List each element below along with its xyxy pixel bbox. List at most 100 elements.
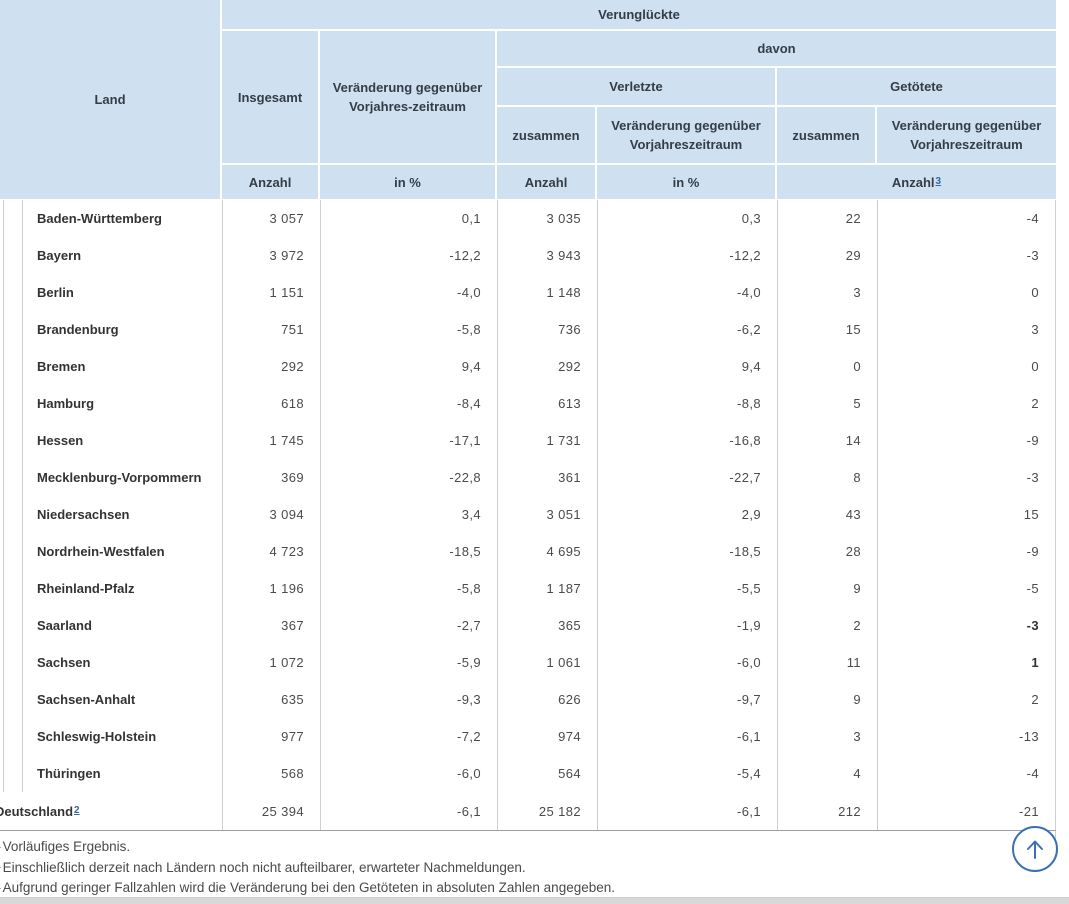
cell-land: Hamburg bbox=[37, 396, 95, 411]
cell-getoetete-veraenderung: -9 bbox=[877, 422, 1056, 459]
cell-getoetete-zusammen: 2 bbox=[777, 607, 877, 644]
cell-insgesamt: 751 bbox=[222, 311, 320, 348]
cell-getoetete-zusammen: 3 bbox=[777, 274, 877, 311]
cell-verletzte-zusammen: 4 695 bbox=[497, 533, 597, 570]
cell-insgesamt: 568 bbox=[222, 755, 320, 792]
unit-header-anzahl-verletzte: Anzahl bbox=[497, 165, 595, 199]
cell-verletzte-zusammen: 1 187 bbox=[497, 570, 597, 607]
cell-land: Sachsen-Anhalt bbox=[37, 692, 136, 707]
bottom-band bbox=[0, 897, 1069, 904]
cell-veraenderung-insgesamt-total: -6,1 bbox=[320, 792, 497, 830]
cell-verletzte-veraenderung: -9,7 bbox=[597, 681, 777, 718]
cell-verletzte-zusammen: 564 bbox=[497, 755, 597, 792]
cell-verletzte-veraenderung: -5,4 bbox=[597, 755, 777, 792]
cell-land: Niedersachsen bbox=[37, 507, 130, 522]
cell-getoetete-veraenderung: -3 bbox=[877, 459, 1056, 496]
cell-land: Hessen bbox=[37, 433, 84, 448]
cell-land: Bayern bbox=[37, 248, 82, 263]
cell-getoetete-zusammen: 5 bbox=[777, 385, 877, 422]
cell-getoetete-veraenderung-total: -21 bbox=[877, 792, 1056, 830]
cell-verletzte-zusammen: 613 bbox=[497, 385, 597, 422]
cell-getoetete-veraenderung: 1 bbox=[877, 644, 1056, 681]
table-row: Nordrhein-Westfalen 4 723 -18,5 4 695 -1… bbox=[0, 533, 1056, 570]
cell-veraenderung-insgesamt: 3,4 bbox=[320, 496, 497, 533]
footnote-1-text: Vorläufiges Ergebnis. bbox=[2, 839, 131, 854]
column-header-verletzte: Verletzte bbox=[497, 68, 775, 105]
table-row: Hamburg 618 -8,4 613 -8,8 5 2 bbox=[0, 385, 1056, 422]
table-row: Baden-Württemberg 3 057 0,1 3 035 0,3 22… bbox=[0, 200, 1056, 237]
cell-insgesamt: 292 bbox=[222, 348, 320, 385]
cell-veraenderung-insgesamt: -5,8 bbox=[320, 311, 497, 348]
cell-getoetete-veraenderung: 15 bbox=[877, 496, 1056, 533]
cell-getoetete-veraenderung: -4 bbox=[877, 200, 1056, 237]
cell-veraenderung-insgesamt: -4,0 bbox=[320, 274, 497, 311]
cell-land: Berlin bbox=[37, 285, 74, 300]
cell-insgesamt: 1 151 bbox=[222, 274, 320, 311]
column-header-getoetete: Getötete bbox=[777, 68, 1056, 105]
cell-getoetete-veraenderung: -3 bbox=[877, 607, 1056, 644]
cell-getoetete-zusammen: 15 bbox=[777, 311, 877, 348]
cell-land: Bremen bbox=[37, 359, 86, 374]
cell-veraenderung-insgesamt: -5,8 bbox=[320, 570, 497, 607]
cell-insgesamt: 635 bbox=[222, 681, 320, 718]
cell-insgesamt: 367 bbox=[222, 607, 320, 644]
table-left-outer-rule bbox=[3, 200, 4, 792]
footnote-3-marker: 3 bbox=[0, 879, 1, 890]
cell-getoetete-zusammen: 29 bbox=[777, 237, 877, 274]
cell-getoetete-veraenderung: 3 bbox=[877, 311, 1056, 348]
up-arrow-icon bbox=[1023, 836, 1047, 862]
cell-land: Baden-Württemberg bbox=[37, 211, 162, 226]
cell-land: Saarland bbox=[37, 618, 92, 633]
table-row: Niedersachsen 3 094 3,4 3 051 2,9 43 15 bbox=[0, 496, 1056, 533]
cell-verletzte-zusammen: 361 bbox=[497, 459, 597, 496]
table-row: Sachsen-Anhalt 635 -9,3 626 -9,7 9 2 bbox=[0, 681, 1056, 718]
cell-getoetete-zusammen: 3 bbox=[777, 718, 877, 755]
cell-veraenderung-insgesamt: -5,9 bbox=[320, 644, 497, 681]
cell-verletzte-veraenderung: -12,2 bbox=[597, 237, 777, 274]
table-row: Bremen 292 9,4 292 9,4 0 0 bbox=[0, 348, 1056, 385]
cell-getoetete-zusammen: 9 bbox=[777, 681, 877, 718]
cell-land: Thüringen bbox=[37, 766, 101, 781]
cell-verletzte-zusammen: 3 943 bbox=[497, 237, 597, 274]
scroll-to-top-button[interactable] bbox=[1012, 826, 1058, 872]
cell-verletzte-veraenderung: -18,5 bbox=[597, 533, 777, 570]
cell-insgesamt: 3 094 bbox=[222, 496, 320, 533]
table-row: Mecklenburg-Vorpommern 369 -22,8 361 -22… bbox=[0, 459, 1056, 496]
cell-getoetete-zusammen: 9 bbox=[777, 570, 877, 607]
cell-verletzte-veraenderung: -4,0 bbox=[597, 274, 777, 311]
cell-verletzte-zusammen: 365 bbox=[497, 607, 597, 644]
table-header: Land Verunglückte Insgesamt Veränderung … bbox=[0, 0, 1056, 199]
column-header-verungluckte: Verunglückte bbox=[222, 0, 1056, 29]
unit-header-anzahl-getoetete-label: Anzahl bbox=[891, 174, 935, 190]
table-left-inner-rule bbox=[22, 200, 23, 792]
cell-getoetete-zusammen-total: 212 bbox=[777, 792, 877, 830]
table-row: Hessen 1 745 -17,1 1 731 -16,8 14 -9 bbox=[0, 422, 1056, 459]
cell-verletzte-zusammen: 3 035 bbox=[497, 200, 597, 237]
column-header-land: Land bbox=[0, 0, 220, 199]
cell-veraenderung-insgesamt: -9,3 bbox=[320, 681, 497, 718]
footnote-2-marker: 2 bbox=[0, 858, 1, 869]
column-header-insgesamt: Insgesamt bbox=[222, 31, 318, 163]
cell-verletzte-veraenderung: -5,5 bbox=[597, 570, 777, 607]
cell-insgesamt-total: 25 394 bbox=[222, 792, 320, 830]
column-header-getoetete-zusammen: zusammen bbox=[777, 107, 875, 163]
cell-verletzte-veraenderung: -22,7 bbox=[597, 459, 777, 496]
cell-veraenderung-insgesamt: -18,5 bbox=[320, 533, 497, 570]
column-header-verletzte-zusammen: zusammen bbox=[497, 107, 595, 163]
cell-verletzte-veraenderung: -16,8 bbox=[597, 422, 777, 459]
cell-getoetete-veraenderung: 2 bbox=[877, 681, 1056, 718]
table-row-total: Deutschland 2 25 394 -6,1 25 182 -6,1 212… bbox=[0, 792, 1056, 830]
cell-insgesamt: 618 bbox=[222, 385, 320, 422]
column-header-getoetete-veraenderung: Veränderung gegenüber Vorjahreszeitraum bbox=[877, 107, 1056, 163]
cell-verletzte-veraenderung: 2,9 bbox=[597, 496, 777, 533]
cell-land-total: Deutschland 2 bbox=[0, 792, 222, 830]
cell-verletzte-veraenderung: -8,8 bbox=[597, 385, 777, 422]
cell-verletzte-zusammen: 626 bbox=[497, 681, 597, 718]
cell-land: Mecklenburg-Vorpommern bbox=[37, 470, 202, 485]
cell-getoetete-zusammen: 4 bbox=[777, 755, 877, 792]
cell-insgesamt: 3 057 bbox=[222, 200, 320, 237]
footnote-3: 3Aufgrund geringer Fallzahlen wird die V… bbox=[0, 878, 895, 899]
cell-veraenderung-insgesamt: -2,7 bbox=[320, 607, 497, 644]
